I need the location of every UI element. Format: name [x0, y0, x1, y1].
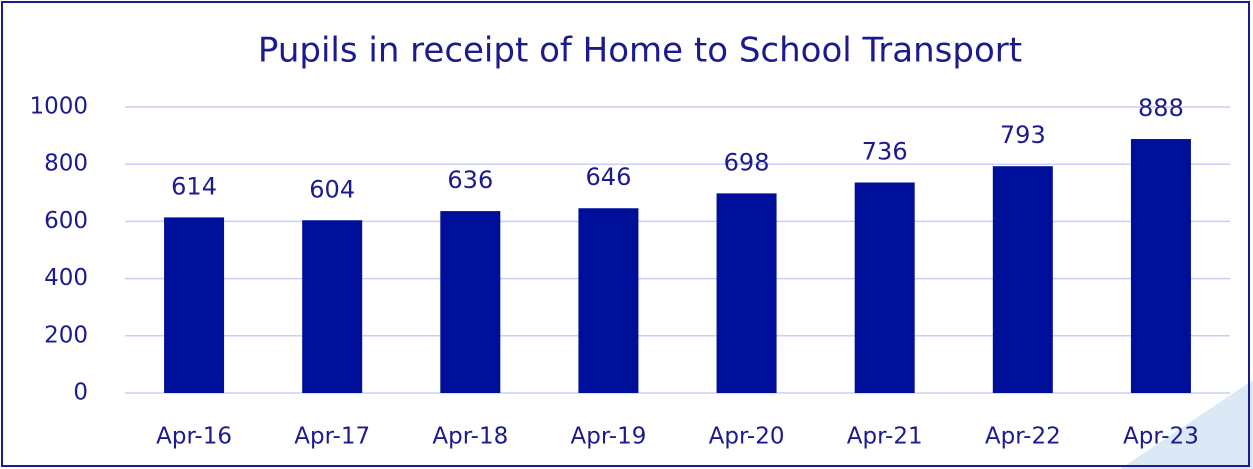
bar	[716, 193, 777, 393]
data-label: 698	[724, 148, 770, 176]
y-tick-label: 600	[44, 208, 88, 234]
data-label: 636	[447, 166, 493, 194]
chart-title: Pupils in receipt of Home to School Tran…	[258, 31, 1022, 71]
data-label: 888	[1138, 94, 1184, 122]
y-tick-label: 400	[44, 265, 88, 291]
data-label: 646	[586, 163, 632, 191]
data-label: 604	[309, 175, 355, 203]
bar	[854, 182, 915, 393]
x-tick-label: Apr-21	[847, 424, 923, 450]
bar	[440, 211, 501, 393]
x-tick-label: Apr-23	[1123, 424, 1199, 450]
data-label: 736	[862, 138, 908, 166]
x-tick-label: Apr-17	[294, 424, 370, 450]
x-tick-label: Apr-18	[432, 424, 508, 450]
corner-decoration	[1120, 380, 1253, 469]
bar	[302, 220, 363, 393]
x-tick-label: Apr-19	[570, 424, 646, 450]
y-tick-label: 1000	[29, 94, 88, 120]
y-tick-label: 800	[44, 151, 88, 177]
y-tick-label: 0	[73, 380, 88, 406]
y-tick-label: 200	[44, 322, 88, 348]
bar	[992, 166, 1053, 393]
x-tick-label: Apr-20	[709, 424, 785, 450]
x-tick-label: Apr-22	[985, 424, 1061, 450]
bar	[164, 217, 225, 393]
data-label: 793	[1000, 121, 1046, 149]
bar	[1130, 139, 1191, 393]
data-label: 614	[171, 172, 217, 200]
bar	[578, 208, 639, 393]
x-tick-label: Apr-16	[156, 424, 232, 450]
